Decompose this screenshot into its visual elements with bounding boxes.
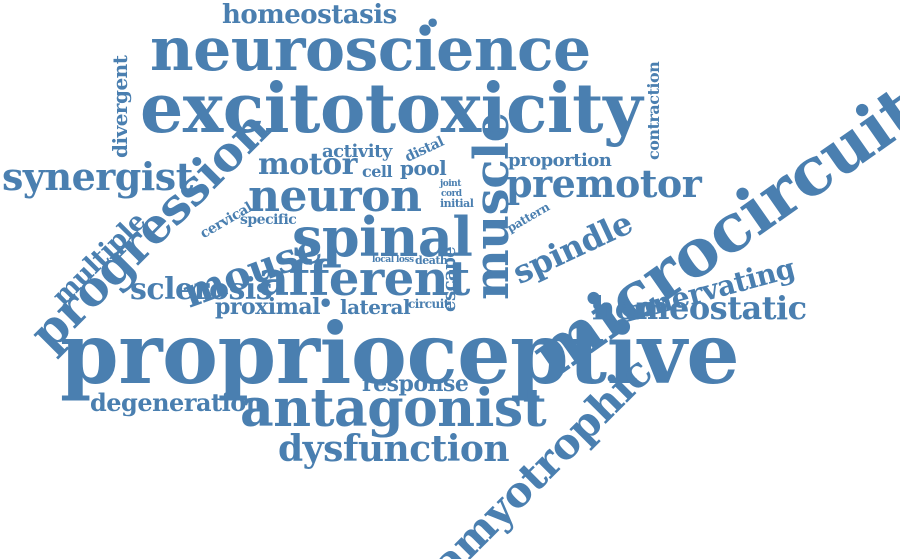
word-cord: cord xyxy=(441,189,462,199)
word-neuroscience: neuroscience xyxy=(150,15,591,85)
word-contraction: contraction xyxy=(644,61,663,160)
word-specific: specific xyxy=(240,212,297,228)
dot: • xyxy=(590,294,604,320)
dot: • xyxy=(318,289,333,318)
word-activity: activity xyxy=(322,141,392,162)
word-excitotoxicity: excitotoxicity xyxy=(140,69,643,149)
word-motor: motor xyxy=(258,147,357,182)
word-local: local xyxy=(372,255,394,265)
word-joint: joint xyxy=(440,179,461,189)
word-synergist: synergist xyxy=(2,154,193,199)
word-death: death xyxy=(415,254,448,267)
word-cell: cell xyxy=(362,162,393,181)
word-homeostatic: homeostatic xyxy=(592,289,807,327)
word-homeostasis: homeostasis xyxy=(222,0,397,30)
dot: • xyxy=(425,9,440,38)
word-proximal: proximal xyxy=(215,294,321,320)
word-premotor: premotor xyxy=(506,161,702,206)
word-spinal: spinal xyxy=(292,205,473,269)
word-dysfunction: dysfunction xyxy=(278,428,510,470)
word-divergent: divergent xyxy=(108,55,132,158)
word-afferent: afferent xyxy=(258,251,470,307)
word-pool: pool xyxy=(400,156,447,180)
word-sclerosis: sclerosis xyxy=(130,272,273,307)
word-antagonist: antagonist xyxy=(240,378,547,439)
word-proportion: proportion xyxy=(508,150,612,171)
word-proprioceptive: proprioceptive xyxy=(60,304,740,403)
word-muscle: muscle xyxy=(464,112,520,300)
word-loss: loss xyxy=(396,255,414,265)
word-degeneration: degeneration xyxy=(90,388,263,417)
word-neuron: neuron xyxy=(248,171,422,222)
word-response: response xyxy=(362,371,469,397)
word-initial: initial xyxy=(440,197,474,210)
word-circuit: circuit xyxy=(408,297,449,311)
word-lateral: lateral xyxy=(340,295,411,319)
